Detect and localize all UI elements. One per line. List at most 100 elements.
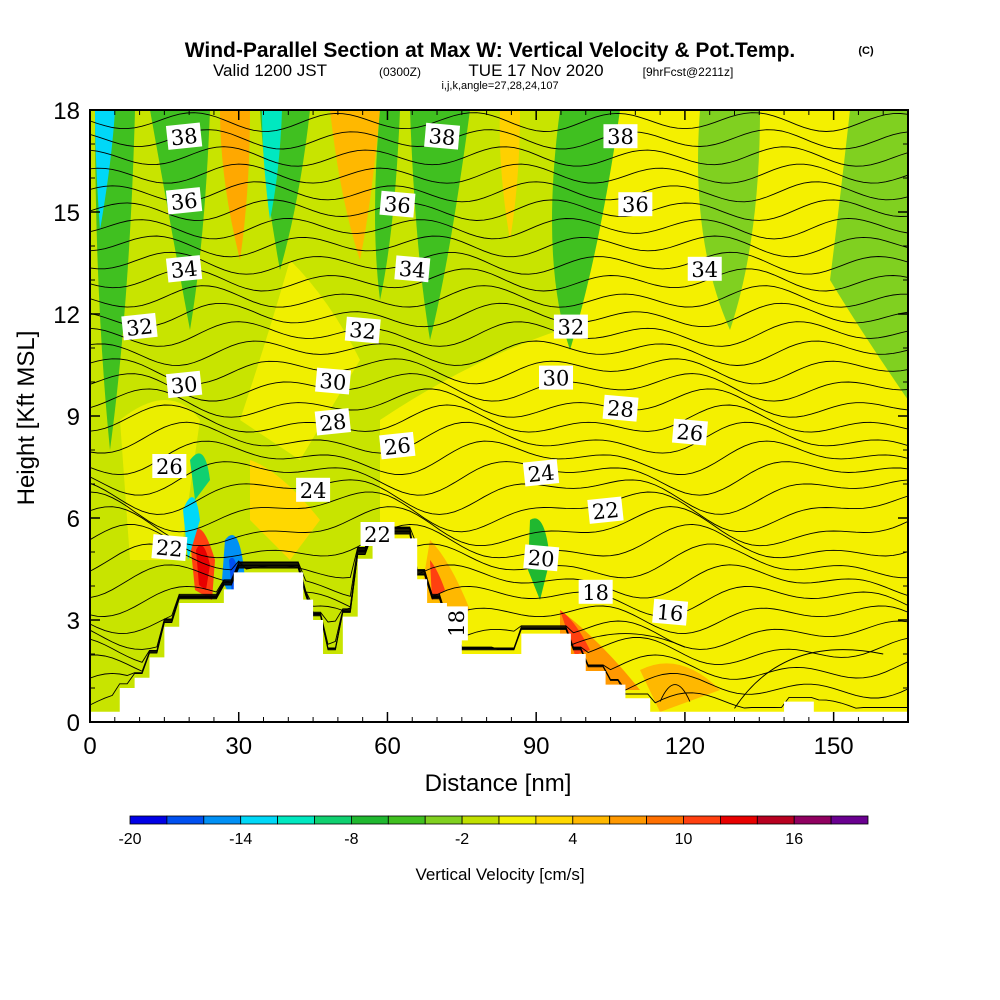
isentrope-label: 26 bbox=[379, 431, 416, 460]
isentrope-label-box bbox=[522, 459, 560, 487]
colorbar-swatch bbox=[129, 815, 168, 825]
isentrope-label-text: 30 bbox=[319, 369, 348, 395]
isentrope-label: 32 bbox=[344, 316, 381, 344]
isentrope-label: 30 bbox=[315, 367, 351, 395]
downdraft-core bbox=[190, 453, 210, 500]
isentrope-label-box bbox=[165, 370, 203, 399]
isentrope-line bbox=[90, 523, 908, 559]
downdraft-band bbox=[410, 110, 470, 340]
isentrope-label-box bbox=[314, 408, 351, 436]
isentrope-label: 28 bbox=[602, 394, 639, 422]
isentrope-label-text: 24 bbox=[527, 460, 556, 487]
colorbar-tick-label: -14 bbox=[229, 831, 252, 848]
isentrope-label-text: 34 bbox=[398, 257, 427, 283]
isentrope-label-box bbox=[652, 598, 689, 626]
isentrope-line bbox=[90, 235, 908, 258]
isentrope-label-text: 36 bbox=[170, 188, 199, 215]
isentrope-label: 30 bbox=[539, 365, 574, 391]
isentrope-label-text: 26 bbox=[676, 420, 705, 446]
forecast-info: [9hrFcst@2211z] bbox=[643, 65, 734, 79]
isentrope-label-box bbox=[394, 255, 431, 283]
isentrope-label: 18 bbox=[443, 606, 469, 641]
colorbar-swatch bbox=[683, 815, 721, 825]
isentrope-label-text: 22 bbox=[155, 535, 184, 561]
isentrope-label: 38 bbox=[424, 122, 461, 150]
isentrope-label-text: 28 bbox=[318, 409, 347, 436]
isentrope-label-text: 18 bbox=[582, 581, 609, 605]
isentrope-line bbox=[90, 461, 908, 496]
isentrope-label: 16 bbox=[652, 598, 689, 626]
isentrope-label: 26 bbox=[152, 454, 187, 479]
isentrope-line bbox=[90, 199, 908, 221]
isentrope-label: 24 bbox=[522, 459, 560, 487]
colorbar-swatch bbox=[461, 815, 500, 825]
isentrope-label-text: 38 bbox=[428, 124, 457, 150]
colorbar-swatch bbox=[387, 815, 426, 825]
isentrope-label: 36 bbox=[618, 192, 653, 217]
isentrope-label-text: 38 bbox=[170, 124, 199, 151]
isentrope-label: 20 bbox=[523, 544, 560, 572]
colorbar-swatch bbox=[498, 815, 537, 825]
chart-title: Wind-Parallel Section at Max W: Vertical… bbox=[185, 39, 796, 62]
updraft-streak bbox=[499, 110, 520, 240]
isentrope-label-box bbox=[360, 522, 395, 546]
isentrope-line bbox=[90, 527, 908, 599]
isentrope-label-box bbox=[671, 418, 708, 446]
isentrope-line bbox=[90, 526, 908, 579]
downdraft-band bbox=[830, 110, 908, 400]
isentrope-label-box bbox=[165, 255, 203, 283]
isentrope-label-box bbox=[165, 187, 203, 215]
isentrope-label-box bbox=[344, 316, 381, 344]
colorbar-tick-label: 4 bbox=[568, 831, 577, 848]
colorbar-swatch bbox=[350, 815, 389, 825]
isentrope-label-text: 32 bbox=[558, 316, 585, 340]
isentrope-label-box bbox=[152, 454, 187, 478]
isentrope-line bbox=[90, 528, 908, 618]
isentrope-label-box bbox=[379, 431, 416, 460]
copyright-mark: (C) bbox=[858, 45, 874, 57]
x-tick-label: 60 bbox=[374, 733, 401, 760]
valid-date: TUE 17 Nov 2020 bbox=[468, 61, 603, 80]
isentrope-line bbox=[90, 373, 908, 402]
isentrope-label-box bbox=[315, 367, 351, 395]
isentrope-label-text: 34 bbox=[691, 258, 718, 282]
isentrope-label-box bbox=[165, 122, 203, 150]
isentrope-line bbox=[90, 181, 908, 203]
isentrope-line bbox=[565, 633, 686, 648]
colorbar-swatch bbox=[424, 815, 463, 825]
isentrope-line bbox=[90, 217, 908, 240]
valid-time: Valid 1200 JST bbox=[213, 61, 327, 80]
terrain-mask bbox=[90, 538, 908, 722]
isentrope-label: 32 bbox=[121, 312, 158, 341]
isentrope-line bbox=[90, 404, 908, 433]
colorbar-swatch bbox=[793, 815, 832, 825]
isentrope-line bbox=[90, 531, 908, 665]
isentrope-label-box bbox=[523, 544, 560, 572]
colorbar-swatch bbox=[720, 815, 758, 825]
isentrope-label-text: 26 bbox=[156, 455, 183, 479]
isentrope-label: 38 bbox=[603, 124, 638, 149]
colorbar-swatch bbox=[166, 815, 205, 825]
isentrope-line bbox=[90, 388, 908, 418]
y-tick-label: 6 bbox=[67, 506, 80, 533]
isentrope-label-text: 22 bbox=[364, 523, 391, 547]
y-tick-label: 18 bbox=[53, 98, 80, 125]
isentrope-label-text: 32 bbox=[348, 318, 377, 344]
isentrope-line bbox=[90, 251, 908, 275]
isentrope-line bbox=[90, 129, 908, 150]
field-patch-positive bbox=[240, 260, 360, 460]
isentrope-line bbox=[90, 491, 908, 533]
isentrope-line bbox=[90, 479, 908, 515]
isentrope-label-box bbox=[553, 314, 588, 339]
isentrope-label-text: 36 bbox=[622, 193, 649, 217]
y-tick-label: 0 bbox=[67, 710, 80, 737]
isentrope-label: 36 bbox=[165, 187, 203, 215]
isentrope-label: 18 bbox=[578, 579, 613, 605]
colorbar-tick-label: -8 bbox=[344, 831, 358, 848]
downdraft-band bbox=[552, 110, 620, 350]
x-tick-label: 0 bbox=[83, 733, 96, 760]
isentrope-label-text: 16 bbox=[656, 600, 685, 626]
x-axis-title: Distance [nm] bbox=[425, 770, 572, 797]
